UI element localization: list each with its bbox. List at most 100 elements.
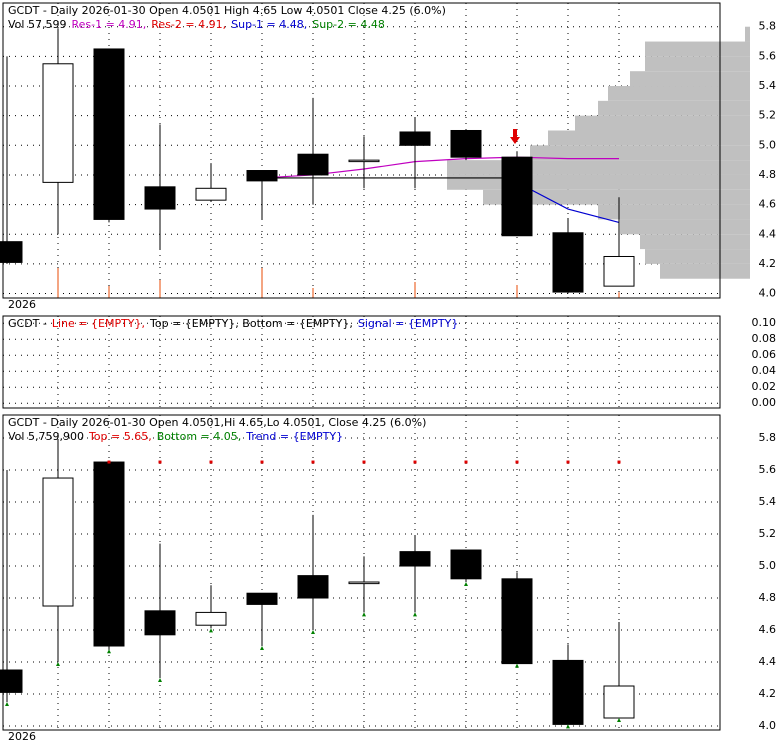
low-marker <box>5 702 9 707</box>
y-tick-label: 5.2 <box>759 527 777 540</box>
low-marker <box>107 649 111 654</box>
y-tick-label: 5.8 <box>759 431 777 444</box>
panel-border <box>2 2 721 299</box>
volume-profile-bar <box>745 26 750 42</box>
y-tick-label: 5.8 <box>759 20 777 33</box>
overlay-line <box>516 181 620 223</box>
top-marker <box>209 460 213 464</box>
panel-frame <box>3 316 720 408</box>
candle-body <box>501 578 533 665</box>
candle-body <box>348 159 380 163</box>
low-marker <box>362 612 366 617</box>
low-marker <box>56 662 60 667</box>
y-tick-label: 4.8 <box>759 168 777 181</box>
y-tick-label: 5.0 <box>759 138 777 151</box>
candle-body <box>246 592 278 605</box>
y-tick-label: 0.02 <box>752 380 777 393</box>
header-segment: Signal = {EMPTY} <box>358 317 459 330</box>
low-marker <box>617 718 621 723</box>
candle-body <box>195 611 227 626</box>
top-marker <box>515 460 519 464</box>
header-segment: Line = {EMPTY}, <box>52 317 145 330</box>
y-tick-label: 4.8 <box>759 591 777 604</box>
candle-body <box>297 575 329 599</box>
candle-body <box>552 659 584 725</box>
volume-profile-bar <box>630 71 750 87</box>
signal-arrow <box>510 129 520 144</box>
volume-profile-bar <box>660 263 750 279</box>
y-tick-label: 0.00 <box>752 396 777 409</box>
y-tick-label: 4.4 <box>759 655 777 668</box>
header-segment: GCDT - Daily 2026-01-30 Open 4.0501,Hi 4… <box>8 416 426 429</box>
y-tick-label: 5.2 <box>759 109 777 122</box>
header-segment: Trend = {EMPTY} <box>245 430 343 443</box>
y-tick-label: 5.4 <box>759 79 777 92</box>
y-tick-label: 4.6 <box>759 198 777 211</box>
volume-profile-bar <box>548 130 750 146</box>
panel-header: Vol 57,599 Res-1 = 4.91, Res-2 = 4.91, Sup-… <box>8 18 385 31</box>
volume-profile-bar <box>530 145 750 161</box>
x-axis-label: 2026 <box>8 298 36 311</box>
top-marker <box>158 460 162 464</box>
x-axis-label: 2026 <box>8 730 36 743</box>
header-segment: Top = {EMPTY}, Bottom = {EMPTY}, <box>149 317 353 330</box>
header-segment: Vol 5,759,900 <box>8 430 84 443</box>
top-marker <box>464 460 468 464</box>
candle-body <box>450 549 482 580</box>
y-tick-label: 4.0 <box>759 287 777 300</box>
candle-body <box>501 156 533 237</box>
header-segment: Sup-2 = 4.48 <box>312 18 385 31</box>
y-tick-label: 0.10 <box>752 316 777 329</box>
volume-profile-bar <box>640 234 750 250</box>
top-marker <box>260 460 264 464</box>
top-marker <box>617 460 621 464</box>
header-segment: Res-1 = 4.91, <box>71 18 146 31</box>
candle-body <box>450 129 482 158</box>
header-segment: Top = 5.65, <box>88 430 152 443</box>
candle-body <box>348 581 380 585</box>
candle-body <box>552 232 584 293</box>
candle-body <box>93 461 125 647</box>
low-marker <box>413 612 417 617</box>
low-marker <box>515 663 519 668</box>
volume-bar <box>312 288 314 298</box>
y-tick-label: 4.2 <box>759 687 777 700</box>
y-tick-label: 5.4 <box>759 495 777 508</box>
panel-border <box>2 315 721 409</box>
y-tick-label: 4.2 <box>759 257 777 270</box>
volume-profile-bar <box>608 86 750 101</box>
candle-body <box>42 63 74 183</box>
volume-bar <box>618 292 620 298</box>
volume-profile-bar <box>645 41 750 57</box>
volume-profile-bar <box>447 174 750 190</box>
low-marker <box>464 582 468 587</box>
candle-body <box>0 241 23 263</box>
header-segment: Res-2 = 4.91, <box>151 18 226 31</box>
low-marker <box>158 678 162 683</box>
panel-header: Vol 5,759,900 Top = 5.65, Bottom = 4.05, Tr… <box>8 430 343 443</box>
volume-bar <box>159 280 161 298</box>
volume-profile-bar <box>483 189 750 205</box>
header-segment: Bottom = 4.05, <box>157 430 242 443</box>
y-tick-label: 0.06 <box>752 348 777 361</box>
y-tick-label: 5.6 <box>759 49 777 62</box>
volume-profile-bar <box>598 100 750 116</box>
panel-border <box>2 414 721 731</box>
candle-body <box>603 255 635 287</box>
y-tick-label: 4.6 <box>759 623 777 636</box>
candle-body <box>603 685 635 719</box>
y-tick-label: 4.0 <box>759 719 777 732</box>
y-tick-label: 5.6 <box>759 463 777 476</box>
candle-body <box>195 187 227 201</box>
volume-bar <box>108 286 110 298</box>
candle-body <box>399 131 431 146</box>
candle-body <box>144 610 176 636</box>
header-segment: Sup-1 = 4.48, <box>231 18 307 31</box>
y-tick-label: 5.0 <box>759 559 777 572</box>
top-marker <box>107 460 111 464</box>
panel-header: GCDT - Daily 2026-01-30 Open 4.0501 High… <box>8 4 446 17</box>
volume-bar <box>261 268 263 298</box>
volume-profile-bar <box>645 56 750 72</box>
y-tick-label: 0.04 <box>752 364 777 377</box>
